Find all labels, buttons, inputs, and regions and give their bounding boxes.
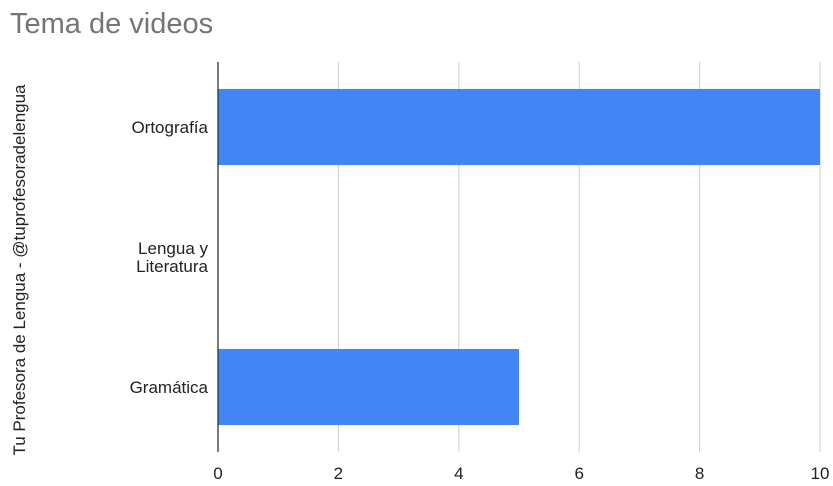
bars xyxy=(218,88,820,426)
bar xyxy=(218,348,519,426)
x-tick-label: 2 xyxy=(334,464,343,483)
x-tick-label: 10 xyxy=(811,464,830,483)
x-tick-label: 6 xyxy=(574,464,583,483)
x-tick-label: 0 xyxy=(213,464,222,483)
category-label: Ortografía xyxy=(131,118,208,137)
x-tick-label: 4 xyxy=(454,464,463,483)
x-tick-labels: 0 2 4 6 8 10 xyxy=(213,464,829,483)
bar xyxy=(218,88,820,166)
x-tick-label: 8 xyxy=(695,464,704,483)
category-label: Lengua y Literatura xyxy=(136,239,208,276)
category-labels: Ortografía Lengua y Literatura Gramática xyxy=(130,118,209,397)
category-label: Gramática xyxy=(130,378,209,397)
chart-title: Tema de videos xyxy=(10,8,214,40)
